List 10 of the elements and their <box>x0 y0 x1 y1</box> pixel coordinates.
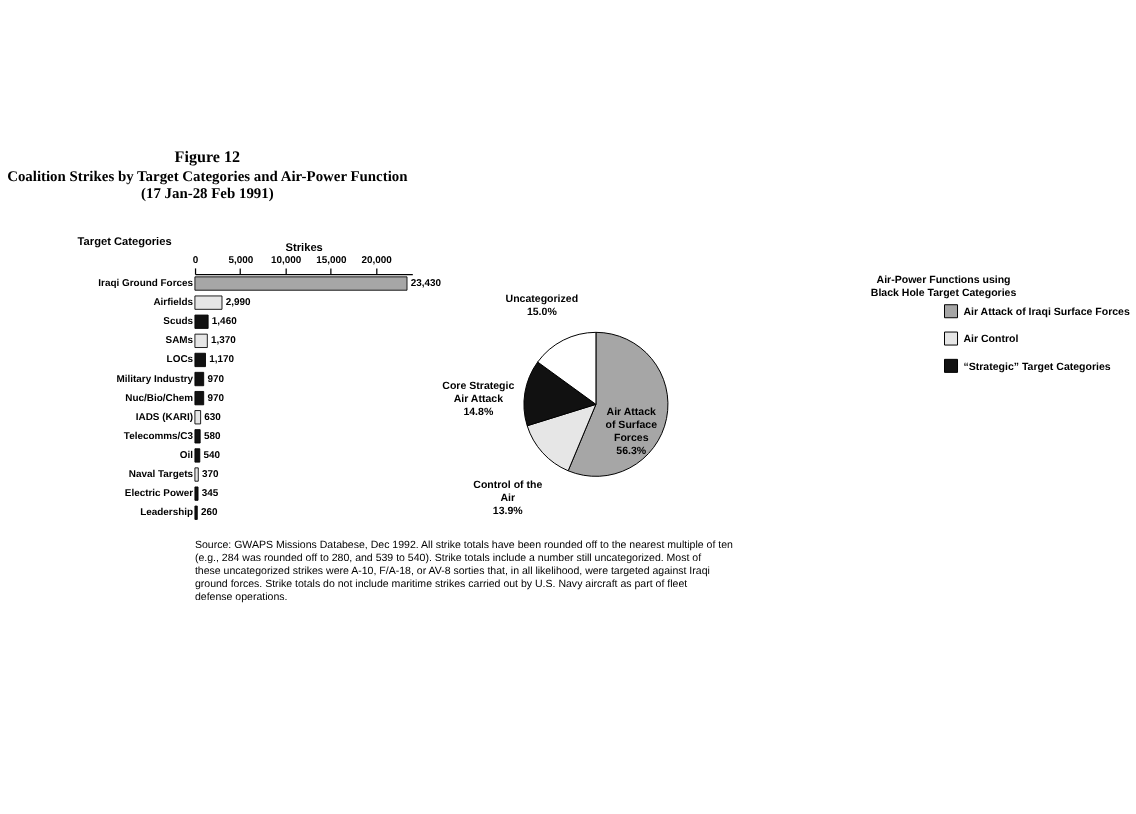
bar <box>194 429 201 444</box>
bar <box>194 276 408 291</box>
bar <box>194 371 205 387</box>
bar <box>194 295 223 310</box>
bar <box>194 448 201 463</box>
bar <box>194 352 206 368</box>
bar <box>194 391 205 406</box>
bar <box>194 410 202 425</box>
bar <box>194 314 209 329</box>
bar <box>194 333 208 348</box>
